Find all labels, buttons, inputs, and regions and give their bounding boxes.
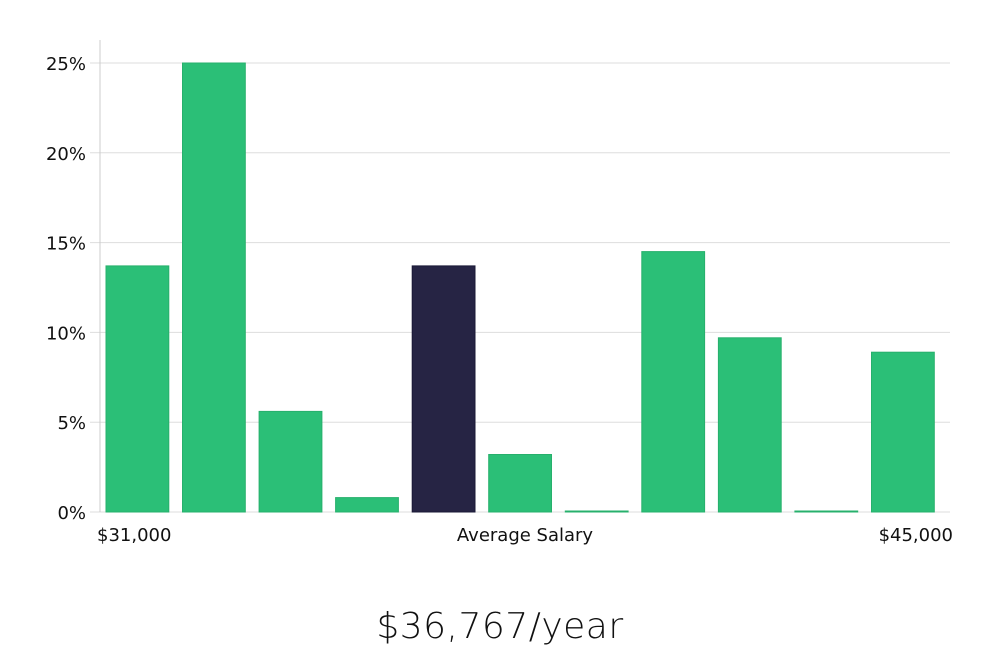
bar: [871, 351, 935, 513]
salary-histogram-chart: 0%5%10%15%20%25% $31,000 Average Salary …: [46, 40, 953, 546]
bar: [258, 410, 323, 513]
x-axis-title: Average Salary: [457, 525, 594, 546]
bars: [105, 62, 935, 513]
bar: [488, 454, 553, 513]
bar: [182, 62, 246, 513]
y-tick-label: 0%: [57, 503, 86, 524]
y-axis-ticks: 0% 5% 10% 15% 20% 25%: [46, 54, 86, 524]
bar-highlight-average: [411, 265, 476, 513]
y-tick-label: 10%: [46, 323, 86, 344]
bar: [794, 510, 859, 513]
y-tick-label: 20%: [46, 144, 86, 165]
average-salary-value: $36,767/year: [376, 606, 624, 647]
bar: [105, 265, 170, 513]
y-tick-label: 5%: [57, 413, 86, 434]
y-tick-label: 15%: [46, 234, 86, 255]
x-axis-max-label: $45,000: [879, 525, 953, 546]
bar: [641, 251, 706, 513]
y-tick-label: 25%: [46, 54, 86, 75]
x-axis-min-label: $31,000: [97, 525, 171, 546]
bar: [564, 510, 629, 513]
bar: [717, 337, 782, 513]
bar: [335, 497, 399, 513]
